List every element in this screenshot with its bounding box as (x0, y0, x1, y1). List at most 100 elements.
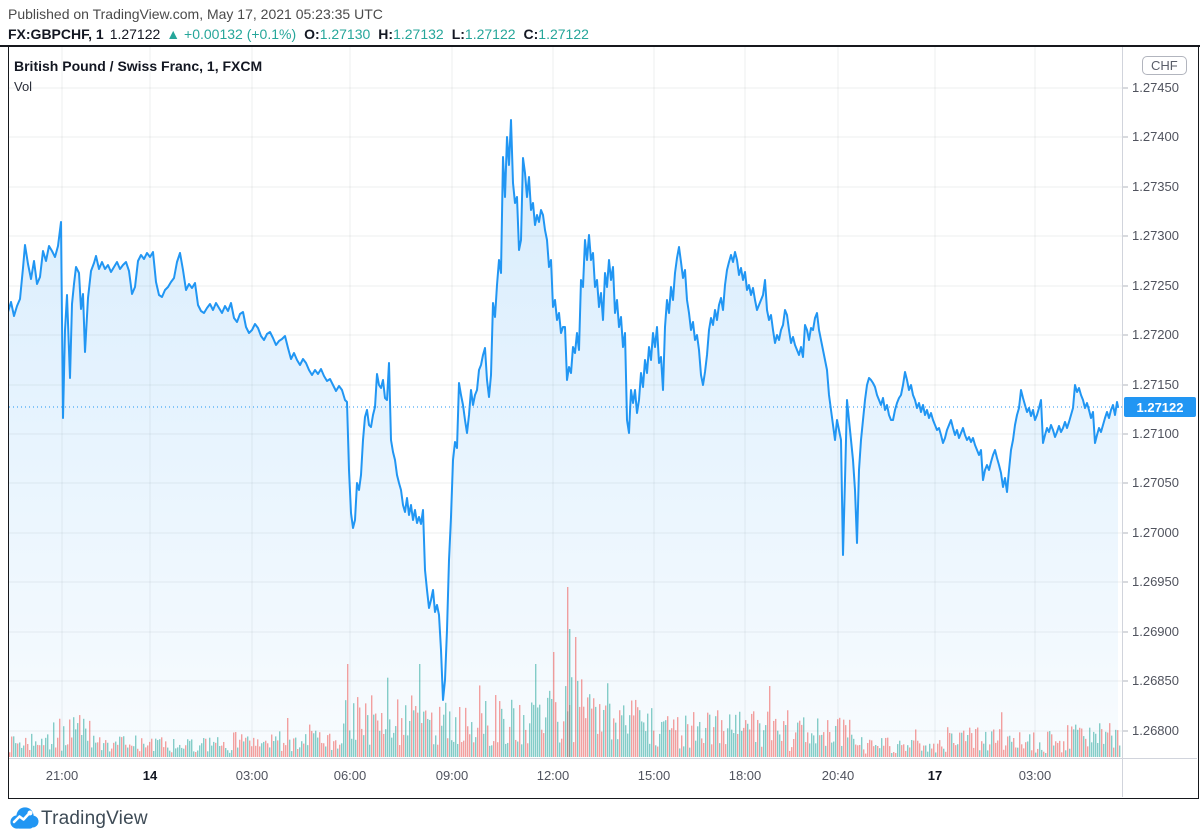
tradingview-logo-icon[interactable] (7, 803, 39, 833)
volume-bar (577, 680, 579, 757)
volume-bar (325, 746, 327, 757)
volume-bar (833, 741, 835, 757)
volume-bar (739, 711, 741, 757)
volume-bar (627, 733, 629, 757)
price-tick-label: 1.27150 (1132, 377, 1179, 392)
volume-bar (963, 730, 965, 757)
volume-bar (685, 715, 687, 757)
volume-bar (881, 738, 883, 757)
volume-bar (131, 745, 133, 757)
volume-bar (311, 730, 313, 757)
volume-bar (371, 695, 373, 757)
volume-bar (771, 740, 773, 757)
currency-badge[interactable]: CHF (1142, 56, 1187, 75)
volume-bar (77, 723, 79, 757)
close-value: 1.27122 (538, 26, 589, 42)
open-value: 1.27130 (319, 26, 371, 42)
volume-bar (45, 737, 47, 757)
volume-bar (547, 697, 549, 757)
volume-bar (321, 742, 323, 757)
volume-bar (417, 712, 419, 757)
volume-bar (127, 747, 129, 757)
volume-bar (185, 745, 187, 757)
volume-bar (737, 733, 739, 757)
volume-bar (1081, 728, 1083, 757)
time-tick-label: 03:00 (235, 768, 269, 783)
volume-bar (313, 733, 315, 757)
volume-bar (67, 744, 69, 757)
volume-bar (19, 742, 21, 757)
volume-bar (21, 747, 23, 757)
volume-bar (687, 724, 689, 757)
volume-bar (943, 748, 945, 757)
volume-bar (141, 738, 143, 757)
volume-bar (363, 735, 365, 757)
volume-bar (657, 746, 659, 757)
volume-bar (491, 745, 493, 757)
volume-bar (497, 742, 499, 757)
tradingview-wordmark[interactable]: TradingView (41, 808, 148, 829)
volume-bar (439, 706, 441, 757)
volume-bar (205, 738, 207, 757)
volume-bar (819, 735, 821, 757)
volume-bar (231, 750, 233, 757)
volume-bar (667, 716, 669, 757)
volume-bar (519, 704, 521, 757)
volume-bar (889, 746, 891, 757)
volume-spike-bar (569, 629, 571, 757)
volume-bar (475, 737, 477, 757)
volume-bar (269, 747, 271, 757)
volume-bar (63, 726, 65, 757)
volume-bar (1025, 742, 1027, 757)
volume-bar (359, 707, 361, 757)
volume-bar (539, 704, 541, 757)
volume-bar (285, 745, 287, 757)
volume-bar (261, 743, 263, 757)
volume-bar (553, 652, 555, 757)
volume-bar (661, 721, 663, 757)
volume-bar (429, 719, 431, 757)
volume-bar (1019, 732, 1021, 757)
volume-bar (1075, 724, 1077, 757)
volume-bar (83, 718, 85, 757)
volume-bar (645, 731, 647, 757)
price-line (9, 119, 1119, 701)
volume-bar (813, 735, 815, 757)
volume-bar (903, 744, 905, 757)
volume-bar (1111, 735, 1113, 757)
volume-bar (347, 664, 349, 757)
open-label: O: (304, 26, 320, 42)
volume-bar (381, 713, 383, 757)
volume-bar (985, 731, 987, 757)
volume-bar (673, 719, 675, 757)
volume-bar (487, 725, 489, 757)
volume-bar (307, 745, 309, 757)
volume-bar (1061, 752, 1063, 757)
volume-bar (229, 752, 231, 757)
volume-bar (925, 745, 927, 757)
volume-bar (121, 737, 123, 757)
volume-bar (659, 733, 661, 757)
volume-bar (89, 720, 91, 757)
volume-bar (765, 725, 767, 757)
volume-bar (453, 741, 455, 757)
plot-group[interactable] (8, 119, 1121, 757)
volume-bar (793, 739, 795, 757)
volume-bar (555, 702, 557, 757)
volume-bar (1047, 731, 1049, 757)
volume-bar (109, 751, 111, 757)
volume-bar (1107, 732, 1109, 757)
volume-bar (961, 732, 963, 757)
volume-bar (1079, 727, 1081, 757)
volume-bar (1101, 729, 1103, 757)
time-tick-label: 17 (927, 768, 943, 783)
volume-bar (389, 719, 391, 757)
volume-bar (535, 664, 537, 757)
volume-bar (665, 720, 667, 757)
volume-bar (105, 740, 107, 757)
volume-bar (751, 713, 753, 757)
volume-bar (375, 713, 377, 757)
volume-bar (413, 710, 415, 757)
